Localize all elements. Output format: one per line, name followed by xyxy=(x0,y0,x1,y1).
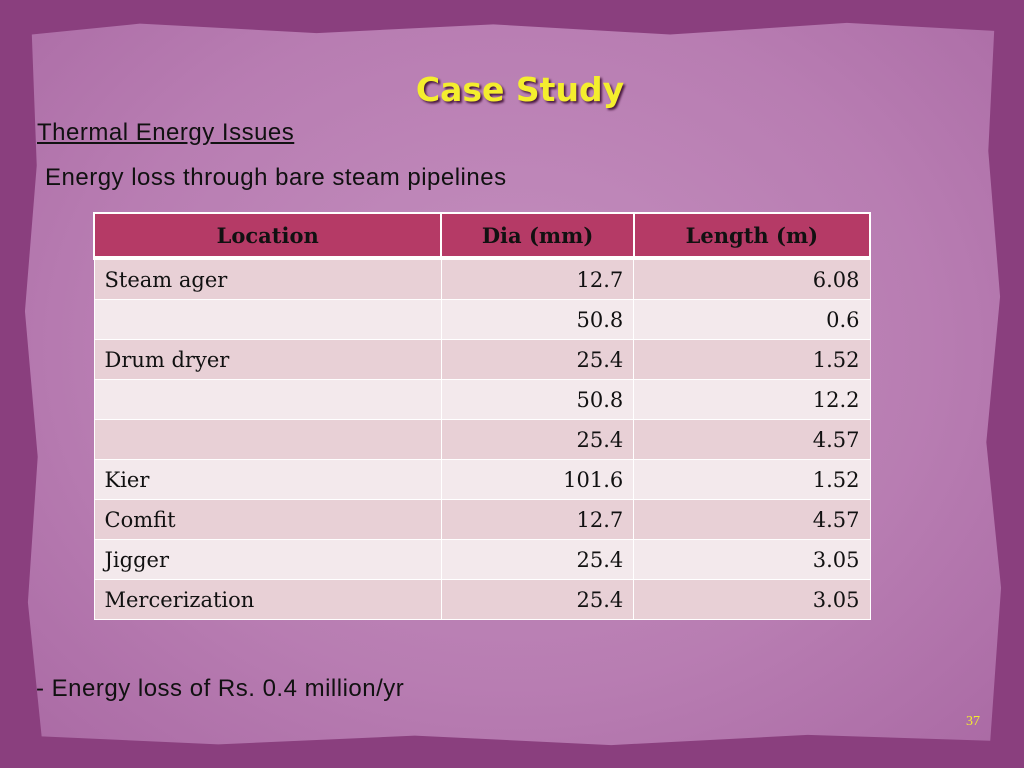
pipeline-table: Location Dia (mm) Length (m) Steam ager … xyxy=(92,212,872,620)
header-dia: Dia (mm) xyxy=(440,212,635,260)
cell-dia: 25.4 xyxy=(440,419,635,460)
table-row: 50.8 0.6 xyxy=(93,299,871,340)
cell-length: 3.05 xyxy=(633,539,871,580)
cell-location xyxy=(93,379,442,420)
cell-dia: 50.8 xyxy=(440,299,635,340)
table-row: 50.8 12.2 xyxy=(93,379,871,420)
header-length: Length (m) xyxy=(632,212,872,260)
table-row: Steam ager 12.7 6.08 xyxy=(93,257,871,300)
cell-dia: 12.7 xyxy=(440,257,635,300)
cell-location xyxy=(93,419,442,460)
cell-location: Jigger xyxy=(93,539,442,580)
page-number: 37 xyxy=(966,714,980,729)
section-heading: Thermal Energy Issues xyxy=(37,119,295,146)
cell-length: 3.05 xyxy=(633,579,871,620)
cell-length: 6.08 xyxy=(633,257,871,300)
slide-subtitle: Energy loss through bare steam pipelines xyxy=(45,164,507,191)
cell-length: 1.52 xyxy=(633,459,871,500)
energy-loss-note: - Energy loss of Rs. 0.4 million/yr xyxy=(36,675,405,702)
cell-length: 12.2 xyxy=(633,379,871,420)
table-row: 25.4 4.57 xyxy=(93,419,871,460)
cell-length: 1.52 xyxy=(633,339,871,380)
cell-location: Comfit xyxy=(93,499,442,540)
table-row: Mercerization 25.4 3.05 xyxy=(93,579,871,620)
cell-location xyxy=(93,299,442,340)
cell-location: Drum dryer xyxy=(93,339,442,380)
cell-location: Steam ager xyxy=(93,257,442,300)
table-row: Comfit 12.7 4.57 xyxy=(93,499,871,540)
cell-length: 0.6 xyxy=(633,299,871,340)
cell-dia: 101.6 xyxy=(440,459,635,500)
header-location: Location xyxy=(92,212,443,260)
cell-length: 4.57 xyxy=(633,499,871,540)
cell-dia: 12.7 xyxy=(440,499,635,540)
table-row: Drum dryer 25.4 1.52 xyxy=(93,339,871,380)
cell-location: Kier xyxy=(93,459,442,500)
cell-dia: 25.4 xyxy=(440,339,635,380)
cell-length: 4.57 xyxy=(633,419,871,460)
cell-dia: 50.8 xyxy=(440,379,635,420)
table-row: Kier 101.6 1.52 xyxy=(93,459,871,500)
cell-dia: 25.4 xyxy=(440,539,635,580)
slide-title: Case Study xyxy=(415,70,625,109)
cell-location: Mercerization xyxy=(93,579,442,620)
cell-dia: 25.4 xyxy=(440,579,635,620)
table-row: Jigger 25.4 3.05 xyxy=(93,539,871,580)
table-header-row: Location Dia (mm) Length (m) xyxy=(92,212,872,260)
